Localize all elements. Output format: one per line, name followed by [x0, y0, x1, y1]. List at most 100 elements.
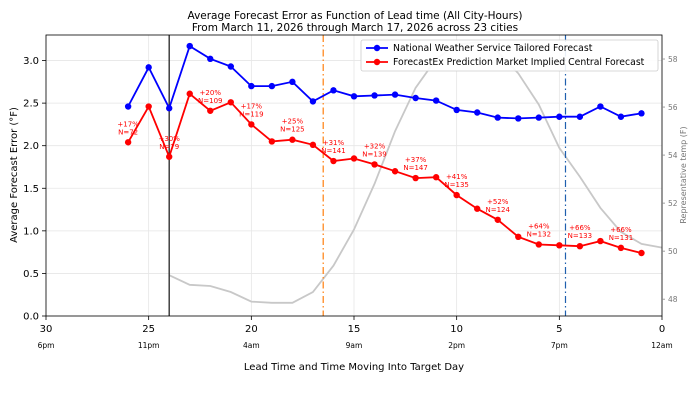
y-tick-label: 3.0: [23, 56, 39, 67]
legend-nws-label: National Weather Service Tailored Foreca…: [393, 43, 593, 54]
annotation-pct: +20%: [200, 89, 222, 97]
nws-point: [289, 78, 296, 86]
forecastex-point: [617, 244, 625, 252]
nws-point: [371, 92, 378, 99]
nws-point: [412, 94, 419, 102]
y2-axis: 48 50 52 54 56 58: [662, 55, 678, 304]
nws-point: [494, 114, 501, 121]
nws-point: [350, 93, 358, 100]
nws-point: [556, 113, 563, 120]
forecastex-point: [350, 155, 358, 162]
nws-point: [186, 42, 193, 50]
forecastex-point: [576, 242, 584, 250]
annotation-pct: +17%: [241, 102, 263, 110]
time-tick-label: 6pm: [38, 341, 55, 350]
nws-point: [227, 63, 234, 70]
annotation-pct: +32%: [364, 142, 386, 150]
time-tick-label: 11pm: [138, 341, 160, 350]
chart-title: Average Forecast Error as Function of Le…: [188, 10, 523, 22]
nws-point: [207, 55, 214, 63]
y-tick-label: 2.5: [23, 99, 39, 110]
annotation-n: N=72: [118, 128, 138, 136]
annotation-pct: +52%: [487, 198, 509, 206]
annotation-n: N=124: [485, 206, 510, 214]
y2-tick-label: 48: [668, 295, 678, 304]
annotation-pct: +37%: [405, 156, 427, 164]
annotation-pct: +41%: [446, 173, 468, 181]
forecastex-point: [207, 107, 214, 114]
annotation-n: N=125: [280, 126, 304, 134]
forecastex-point: [638, 249, 645, 257]
y2-tick-label: 50: [668, 247, 678, 256]
forecastex-point: [289, 136, 296, 143]
nws-point: [268, 82, 276, 90]
forecastex-point: [248, 121, 255, 128]
annotation-pct: +17%: [117, 120, 139, 128]
forecast-series: [124, 42, 645, 257]
temperature-series: [168, 41, 663, 304]
forecastex-point: [371, 161, 378, 168]
time-tick-label: 2pm: [448, 341, 465, 350]
annotation-pct: +66%: [569, 224, 591, 232]
annotation-n: N=141: [321, 147, 345, 155]
nws-point: [515, 115, 522, 122]
forecastex-point: [186, 90, 193, 97]
nws-point: [597, 103, 604, 110]
legend-fex-label: ForecastEx Prediction Market Implied Cen…: [393, 57, 645, 68]
legend-fex-marker: [373, 58, 381, 66]
nws-point: [145, 64, 152, 71]
forecastex-point: [432, 174, 440, 181]
y2-tick-label: 56: [668, 103, 678, 112]
annotation-n: N=79: [159, 143, 179, 151]
annotation-pct: +25%: [282, 118, 304, 126]
nws-point: [391, 91, 399, 98]
x-tick-label: 20: [245, 324, 258, 335]
forecastex-point: [124, 139, 132, 146]
annotation-pct: +66%: [610, 226, 632, 234]
nws-point: [453, 106, 460, 114]
annotation-n: N=132: [527, 230, 551, 238]
time-tick-label: 7pm: [551, 341, 568, 350]
forecastex-point: [268, 138, 276, 145]
time-tick-label: 4am: [243, 341, 260, 350]
forecastex-point: [494, 216, 501, 223]
legend-box: [360, 39, 659, 72]
nws-point: [474, 109, 481, 116]
y-tick-label: 1.0: [23, 226, 39, 237]
nws-point: [166, 105, 173, 112]
forecastex-point: [145, 103, 152, 110]
forecastex-point: [535, 241, 542, 248]
forecastex-point: [330, 157, 337, 165]
temperature-line: [168, 41, 663, 304]
annotation-n: N=119: [239, 110, 263, 118]
x-tick-label: 30: [40, 324, 53, 335]
y2-tick-label: 52: [668, 199, 678, 208]
x-tick-label: 10: [450, 324, 463, 335]
y-axis-label: Average Forecast Error (°F): [9, 107, 20, 243]
annotation-pct: +64%: [528, 222, 550, 230]
forecastex-point: [453, 191, 460, 199]
forecastex-point: [412, 174, 419, 182]
nws-line: [127, 44, 642, 120]
legend: National Weather Service Tailored Foreca…: [360, 39, 659, 72]
nws-point: [638, 110, 645, 117]
nws-point: [248, 82, 255, 90]
x-axis-label: Lead Time and Time Moving Into Target Da…: [244, 362, 464, 373]
reference-lines: [168, 35, 567, 316]
annotation-n: N=133: [568, 232, 592, 240]
nws-point: [124, 103, 132, 110]
y2-axis-label: Representative temp (F): [679, 126, 688, 223]
annotation-n: N=139: [362, 150, 386, 158]
forecastex-point: [391, 168, 399, 175]
y-tick-label: 0.5: [23, 269, 39, 280]
y2-tick-label: 58: [668, 55, 678, 64]
y-tick-label: 1.5: [23, 184, 39, 195]
forecastex-point: [474, 205, 481, 212]
y-tick-label: 0.0: [23, 312, 39, 323]
forecastex-point: [227, 99, 234, 106]
annotation-n: N=109: [198, 97, 222, 105]
legend-nws-marker: [373, 44, 381, 52]
annotation-n: N=147: [403, 164, 427, 172]
nws-point: [535, 114, 542, 121]
chart-subtitle: From March 11, 2026 through March 17, 20…: [192, 22, 518, 34]
